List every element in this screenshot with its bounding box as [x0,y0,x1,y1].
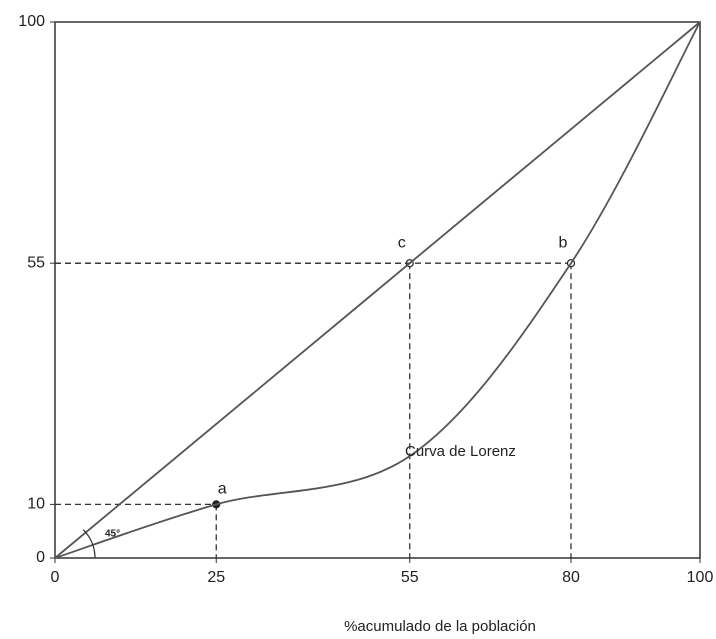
y-tick-label: 100 [18,13,45,30]
angle-arc [82,529,96,559]
y-tick-label: 0 [36,549,45,566]
point-label: c [398,234,406,251]
y-tick-label: 55 [27,254,45,271]
x-tick-label: 55 [401,569,419,586]
x-tick-label: 80 [562,569,580,586]
x-tick-label: 25 [207,569,225,586]
x-tick-label: 100 [687,569,714,586]
plot-frame [54,21,701,559]
point-label: a [218,481,227,498]
x-axis-label: %acumulado de la población [344,618,536,635]
x-tick-label: 0 [51,569,60,586]
line [54,21,701,559]
line [54,21,701,559]
angle-label: 45° [105,529,120,540]
curve-label: Curva de Lorenz [405,443,516,460]
point-label: b [559,234,568,251]
y-tick-label: 10 [27,496,45,513]
